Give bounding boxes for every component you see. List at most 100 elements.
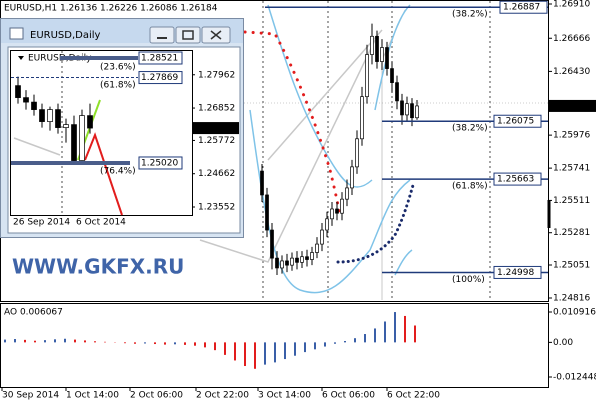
candle-body <box>305 256 309 260</box>
candle-body <box>63 124 69 128</box>
pitchfork <box>199 39 376 263</box>
level-box <box>493 114 542 128</box>
inset-tick-label: 1.26852 <box>198 104 235 114</box>
inset-tick-label: 1.23552 <box>198 203 235 213</box>
inset-fib-label: (76.4%) <box>100 167 136 177</box>
candle-body <box>400 100 404 116</box>
candle-body <box>365 54 369 98</box>
candle-body <box>31 101 37 110</box>
candle-body <box>350 166 354 189</box>
time-label: 30 Sep 2014 <box>2 391 59 400</box>
inset-date: 26 Sep 2014 <box>13 218 70 228</box>
inset-frame <box>10 50 193 216</box>
candle-body <box>380 47 384 62</box>
candle-body <box>340 198 344 214</box>
inset-pitchfork <box>13 137 61 156</box>
candle-body <box>385 47 389 69</box>
candle-body <box>260 170 264 196</box>
candle-body <box>39 109 45 122</box>
ao-label: AO 0.006067 <box>4 308 63 318</box>
fib-label: (61.8%) <box>452 182 488 192</box>
band-upper2 <box>374 4 411 111</box>
candle-body <box>285 260 289 266</box>
candle-body <box>335 208 339 214</box>
candle-body <box>87 115 93 129</box>
level-label: 1.26075 <box>497 117 534 127</box>
candle-body <box>375 35 379 62</box>
candle-body <box>275 257 279 269</box>
candle-body <box>320 229 324 245</box>
candle-body <box>79 115 85 161</box>
candle-body <box>325 218 329 231</box>
time-label: 3 Oct 14:00 <box>258 391 311 400</box>
price-tick-label: 1.25511 <box>553 196 590 206</box>
inset-fib-label: (23.6%) <box>100 63 136 73</box>
main-chart: EURUSD,H1 1.26136 1.26226 1.26086 1.2618… <box>0 0 551 302</box>
current-price-label: 1.26184 <box>553 101 590 111</box>
level-box <box>493 265 542 279</box>
price-tick-label: 1.26910 <box>553 0 590 10</box>
level-label: 1.24998 <box>497 268 534 278</box>
inset-fib-label: (61.8%) <box>100 81 136 91</box>
candle-body <box>315 243 319 253</box>
candle-body <box>405 103 409 116</box>
candle-body <box>295 257 299 263</box>
candle-body <box>300 256 304 263</box>
time-label: 2 Oct 06:00 <box>130 391 183 400</box>
candle-body <box>310 252 314 260</box>
inset-tick-label: 1.27962 <box>198 70 235 80</box>
inset-level-label: 1.27869 <box>141 73 178 83</box>
candle-body <box>395 82 399 102</box>
candle-body <box>270 229 274 259</box>
minimize-button[interactable] <box>149 26 175 44</box>
candle-body <box>47 109 53 122</box>
inset-tick-label: 1.25772 <box>198 136 235 146</box>
level-box <box>493 172 542 186</box>
current-price-tag <box>549 99 596 112</box>
ao-tick-label: 0.010916 <box>553 308 596 318</box>
time-label: 6 Oct 06:00 <box>322 391 375 400</box>
candle-body <box>55 109 61 128</box>
ao-panel: AO 0.006067 <box>0 303 549 388</box>
time-label: 6 Oct 22:00 <box>387 391 440 400</box>
fib-label: (100%) <box>452 275 485 285</box>
candle-body <box>71 124 77 161</box>
price-tick-label: 1.25051 <box>553 261 590 271</box>
candle-body <box>280 260 284 269</box>
level-label: 1.25663 <box>497 175 534 185</box>
inset-level-label: 1.25020 <box>141 158 178 168</box>
inset-price-tag <box>193 122 239 135</box>
candle-body <box>355 138 359 168</box>
inset-window: EURUSD,Daily EURUSD,Daily 1.279621.26852… <box>0 18 244 238</box>
inset-level-box <box>138 71 183 85</box>
price-tick-label: 1.25281 <box>553 228 590 238</box>
candle-body <box>15 85 21 98</box>
fib-label: (38.2%) <box>452 124 488 134</box>
candle-body <box>410 103 414 119</box>
candle-body <box>330 208 334 220</box>
inset-arrow <box>18 56 24 60</box>
window-icon <box>9 27 24 40</box>
inset-level-box <box>138 51 183 65</box>
candle-body <box>415 105 419 119</box>
ao-frame <box>0 303 549 388</box>
candle-body <box>390 68 394 83</box>
price-tick-label: 1.24816 <box>553 294 590 304</box>
ao-tick-label: -0.012448 <box>553 373 596 383</box>
price-tick-label: 1.26666 <box>553 34 590 44</box>
candle-body <box>370 35 374 55</box>
price-tick-label: 1.25741 <box>553 164 590 174</box>
sar-blue <box>336 180 416 264</box>
watermark: WWW.GKFX.RU <box>12 255 184 279</box>
pitchfork <box>267 29 383 161</box>
candle-body <box>265 194 269 231</box>
candle-body <box>23 97 29 103</box>
inset-level-label: 1.28521 <box>141 54 178 64</box>
level-box <box>499 0 548 14</box>
maximize-button[interactable] <box>175 26 201 44</box>
chart-header: EURUSD,H1 1.26136 1.26226 1.26086 1.2618… <box>4 4 218 14</box>
candle-body <box>290 257 294 266</box>
candle-body <box>360 96 364 140</box>
level-label: 1.26887 <box>503 3 540 13</box>
